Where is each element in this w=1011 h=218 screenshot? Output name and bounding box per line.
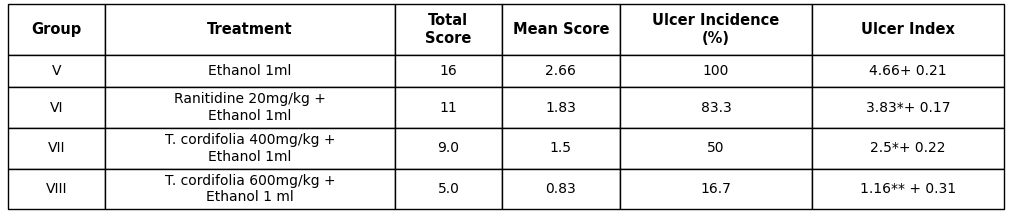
Bar: [501, 55, 620, 87]
Bar: [811, 55, 1003, 87]
Text: 1.5: 1.5: [549, 141, 571, 155]
Text: Ranitidine 20mg/kg +
Ethanol 1ml: Ranitidine 20mg/kg + Ethanol 1ml: [174, 92, 326, 123]
Bar: [8, 169, 104, 209]
Text: 11: 11: [439, 101, 457, 115]
Bar: [620, 128, 811, 169]
Bar: [501, 4, 620, 55]
Bar: [8, 128, 104, 169]
Text: 16.7: 16.7: [700, 182, 731, 196]
Text: V: V: [52, 64, 61, 78]
Text: Treatment: Treatment: [207, 22, 292, 37]
Text: 2.66: 2.66: [545, 64, 575, 78]
Bar: [811, 87, 1003, 128]
Bar: [811, 128, 1003, 169]
Bar: [501, 128, 620, 169]
Text: 100: 100: [702, 64, 729, 78]
Text: Group: Group: [31, 22, 82, 37]
Bar: [620, 87, 811, 128]
Text: 50: 50: [707, 141, 724, 155]
Text: Ulcer Incidence
(%): Ulcer Incidence (%): [652, 13, 778, 46]
Text: 0.83: 0.83: [545, 182, 575, 196]
Bar: [395, 4, 501, 55]
Bar: [395, 55, 501, 87]
Bar: [501, 169, 620, 209]
Bar: [104, 169, 395, 209]
Bar: [8, 4, 104, 55]
Text: 16: 16: [439, 64, 457, 78]
Text: 9.0: 9.0: [437, 141, 459, 155]
Bar: [8, 55, 104, 87]
Bar: [620, 55, 811, 87]
Text: 83.3: 83.3: [700, 101, 731, 115]
Text: Total
Score: Total Score: [425, 13, 471, 46]
Bar: [104, 128, 395, 169]
Text: VII: VII: [48, 141, 65, 155]
Text: T. cordifolia 600mg/kg +
Ethanol 1 ml: T. cordifolia 600mg/kg + Ethanol 1 ml: [165, 174, 335, 204]
Text: 2.5*+ 0.22: 2.5*+ 0.22: [869, 141, 944, 155]
Bar: [501, 87, 620, 128]
Bar: [8, 87, 104, 128]
Text: VIII: VIII: [45, 182, 67, 196]
Bar: [811, 169, 1003, 209]
Bar: [620, 4, 811, 55]
Bar: [104, 4, 395, 55]
Text: 3.83*+ 0.17: 3.83*+ 0.17: [864, 101, 949, 115]
Text: 5.0: 5.0: [437, 182, 459, 196]
Bar: [620, 169, 811, 209]
Text: Mean Score: Mean Score: [513, 22, 609, 37]
Bar: [104, 87, 395, 128]
Text: 1.16** + 0.31: 1.16** + 0.31: [859, 182, 955, 196]
Bar: [395, 87, 501, 128]
Bar: [811, 4, 1003, 55]
Text: Ethanol 1ml: Ethanol 1ml: [208, 64, 291, 78]
Bar: [104, 55, 395, 87]
Text: 1.83: 1.83: [545, 101, 575, 115]
Bar: [395, 128, 501, 169]
Text: 4.66+ 0.21: 4.66+ 0.21: [868, 64, 946, 78]
Text: Ulcer Index: Ulcer Index: [860, 22, 954, 37]
Text: VI: VI: [50, 101, 63, 115]
Text: T. cordifolia 400mg/kg +
Ethanol 1ml: T. cordifolia 400mg/kg + Ethanol 1ml: [165, 133, 335, 164]
Bar: [395, 169, 501, 209]
